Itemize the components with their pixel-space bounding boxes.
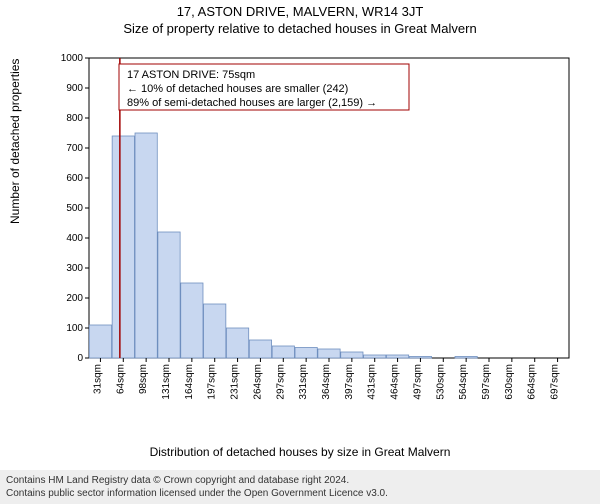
x-tick-label: 630sqm [504,364,515,400]
infobox-line-2: ← 10% of detached houses are smaller (24… [127,83,348,95]
x-tick-label: 331sqm [298,364,309,400]
x-tick-label: 364sqm [321,364,332,400]
svg-text:500: 500 [66,203,83,214]
x-tick-label: 231sqm [230,364,241,400]
x-tick-label: 497sqm [412,364,423,400]
svg-text:600: 600 [66,173,83,184]
x-tick-label: 131sqm [161,364,172,400]
x-tick-label: 431sqm [367,364,378,400]
svg-text:0: 0 [77,353,83,364]
x-tick-label: 31sqm [92,364,103,394]
svg-text:700: 700 [66,143,83,154]
svg-text:900: 900 [66,83,83,94]
x-tick-label: 197sqm [207,364,218,400]
svg-text:100: 100 [66,323,83,334]
chart-subtitle: Size of property relative to detached ho… [0,21,600,36]
x-axis-label: Distribution of detached houses by size … [0,445,600,459]
infobox-line-3: 89% of semi-detached houses are larger (… [127,97,377,109]
svg-text:1000: 1000 [61,53,84,64]
svg-text:400: 400 [66,233,83,244]
footer-line-2: Contains public sector information licen… [6,487,594,500]
footer-attribution: Contains HM Land Registry data © Crown c… [0,470,600,504]
infobox-line-1: 17 ASTON DRIVE: 75sqm [127,69,255,81]
x-tick-label: 564sqm [458,364,469,400]
x-tick-label: 397sqm [344,364,355,400]
svg-text:200: 200 [66,293,83,304]
x-tick-label: 98sqm [138,364,149,394]
x-tick-label: 530sqm [435,364,446,400]
x-tick-label: 264sqm [252,364,263,400]
chart-title: 17, ASTON DRIVE, MALVERN, WR14 3JT [0,4,600,19]
x-tick-label: 64sqm [115,364,126,394]
x-tick-label: 664sqm [527,364,538,400]
y-axis-label: Number of detached properties [8,59,22,224]
x-tick-label: 464sqm [390,364,401,400]
footer-line-1: Contains HM Land Registry data © Crown c… [6,474,594,487]
histogram-svg: 0 100 200 300 400 500 600 700 800 900 1000 31sqm 64s… [55,52,575,412]
x-tick-label: 697sqm [550,364,561,400]
svg-text:800: 800 [66,113,83,124]
x-tick-label: 164sqm [184,364,195,400]
chart-plot-area: 0 100 200 300 400 500 600 700 800 900 1000 31sqm 64s… [55,52,575,412]
svg-text:300: 300 [66,263,83,274]
x-tick-label: 597sqm [481,364,492,400]
chart-container: 17, ASTON DRIVE, MALVERN, WR14 3JT Size … [0,4,600,504]
x-tick-label: 297sqm [275,364,286,400]
